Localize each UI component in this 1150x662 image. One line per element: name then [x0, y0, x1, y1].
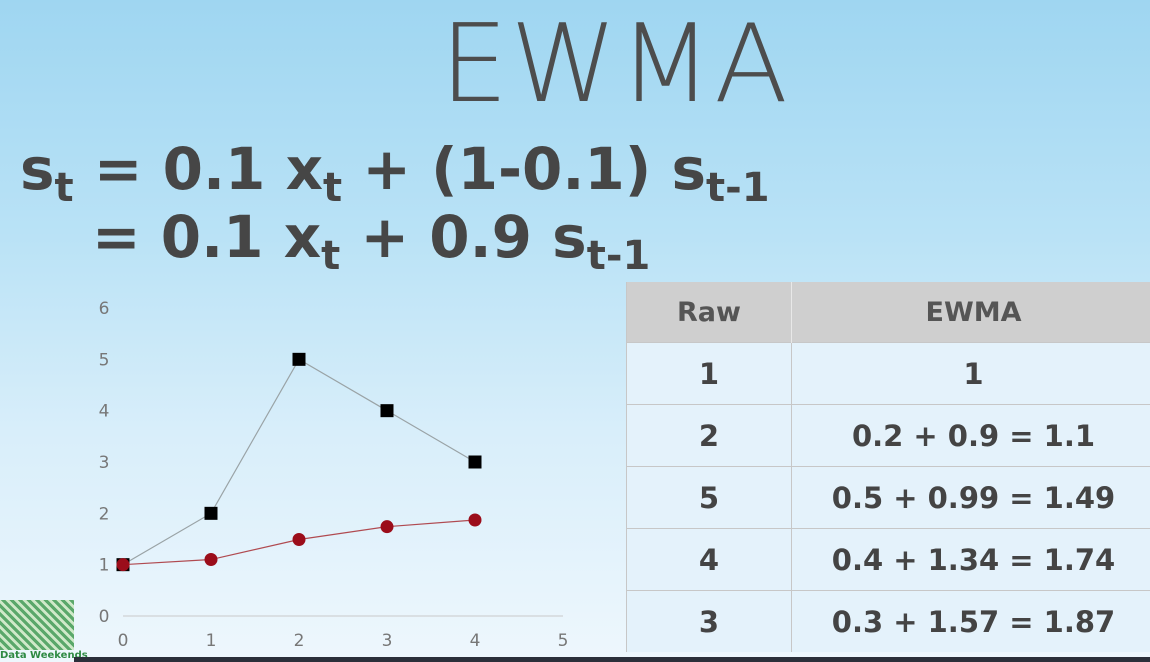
formula-s-subscript: t — [54, 165, 74, 211]
y-tick-label: 4 — [99, 402, 110, 422]
data-weekends-logo: Data Weekends — [0, 600, 88, 662]
y-tick-label: 0 — [99, 607, 110, 627]
header-raw: Raw — [626, 282, 792, 343]
x-tick-label: 1 — [206, 631, 217, 651]
table-row: 4 0.4 + 1.34 = 1.74 — [626, 528, 1150, 591]
x-tick-label: 5 — [558, 631, 569, 651]
raw-cell: 4 — [626, 528, 792, 591]
formula2-mid: = 0.1 x — [92, 203, 322, 271]
ewma-line-chart: 0 1 2 3 4 5 6 0 1 2 3 4 5 — [99, 299, 569, 651]
bottom-taskbar-strip — [74, 657, 1150, 662]
ewma-table: Raw EWMA 1 1 2 0.2 + 0.9 = 1.1 5 0.5 + 0… — [626, 282, 1150, 652]
series-point-circle — [468, 513, 482, 527]
raw-cell: 2 — [626, 404, 792, 467]
table-row: 5 0.5 + 0.99 = 1.49 — [626, 466, 1150, 529]
header-ewma: EWMA — [791, 282, 1150, 343]
formula-tail: + (1-0.1) s — [342, 135, 707, 203]
series-point-circle — [292, 533, 306, 547]
x-tick-label: 2 — [294, 631, 305, 651]
table-header-row: Raw EWMA — [626, 282, 1150, 343]
y-tick-label: 2 — [99, 504, 110, 524]
formula-x-subscript: t — [323, 165, 343, 211]
y-tick-label: 1 — [99, 556, 110, 576]
slide-title: EWMA — [439, 2, 791, 127]
formula2-tail: + 0.9 s — [340, 203, 587, 271]
x-tick-label: 3 — [382, 631, 393, 651]
raw-cell: 3 — [626, 590, 792, 652]
ewma-cell: 0.3 + 1.57 = 1.87 — [791, 590, 1150, 652]
series-point-circle — [116, 558, 130, 572]
table-row: 2 0.2 + 0.9 = 1.1 — [626, 404, 1150, 467]
series-point-square — [204, 506, 218, 520]
y-tick-label: 5 — [99, 350, 110, 370]
ewma-cell: 0.5 + 0.99 = 1.49 — [791, 466, 1150, 529]
formula-line-1: st = 0.1 xt + (1-0.1) st-1 — [20, 135, 770, 211]
series-point-square — [292, 352, 306, 366]
x-tick-label: 4 — [470, 631, 481, 651]
raw-cell: 5 — [626, 466, 792, 529]
table-row: 1 1 — [626, 342, 1150, 405]
raw-cell: 1 — [626, 342, 792, 405]
y-tick-label: 3 — [99, 453, 110, 473]
logo-caption: Data Weekends — [0, 650, 88, 661]
formula2-x-subscript: t — [321, 233, 341, 279]
y-tick-label: 6 — [99, 299, 110, 319]
ewma-cell: 0.4 + 1.34 = 1.74 — [791, 528, 1150, 591]
ewma-cell: 1 — [791, 342, 1150, 405]
formula-s: s — [20, 135, 55, 203]
series-point-square — [468, 455, 482, 469]
formula-tail-subscript: t-1 — [706, 165, 770, 211]
formula2-tail-subscript: t-1 — [586, 233, 651, 279]
logo-pattern — [0, 600, 74, 650]
table-row: 3 0.3 + 1.57 = 1.87 — [626, 590, 1150, 652]
series-point-square — [380, 404, 394, 418]
formula-line-2: = 0.1 xt + 0.9 st-1 — [92, 203, 650, 279]
series-point-circle — [380, 520, 394, 534]
series-point-circle — [204, 553, 218, 567]
x-tick-label: 0 — [118, 631, 129, 651]
ewma-cell: 0.2 + 0.9 = 1.1 — [791, 404, 1150, 467]
formula-mid: = 0.1 x — [73, 135, 323, 203]
